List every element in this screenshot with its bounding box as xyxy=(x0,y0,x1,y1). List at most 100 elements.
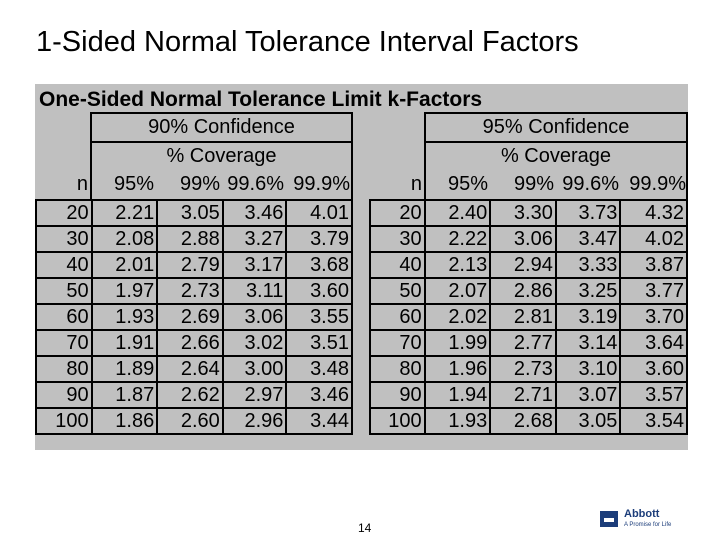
k-factor-cell-95: 1.93 xyxy=(90,303,159,331)
n-cell: 100 xyxy=(369,407,426,435)
n-cell: 30 xyxy=(369,225,426,253)
k-factor-cell-99-9: 3.51 xyxy=(285,329,353,357)
k-factor-cell-95: 1.94 xyxy=(423,381,492,409)
coverage-header-95-95: 95% xyxy=(447,173,488,195)
k-factor-cell-95: 2.40 xyxy=(423,199,492,227)
table-row: 80 1.96 2.73 3.10 3.60 xyxy=(369,355,688,383)
k-factor-cell-99-6: 3.07 xyxy=(554,381,622,409)
header-rule xyxy=(90,112,353,114)
k-factor-cell-99-6: 3.17 xyxy=(221,251,288,279)
abbott-logo: Abbott A Promise for Life xyxy=(598,506,708,536)
k-factor-cell-95: 2.07 xyxy=(423,277,492,305)
k-factor-cell-99-9: 3.48 xyxy=(285,355,353,383)
table-row: 50 1.97 2.73 3.11 3.60 xyxy=(35,277,353,305)
k-factor-table-95: 20 2.40 3.30 3.73 4.32 30 2.22 3.06 3.47 4.02 40 2.… xyxy=(369,199,688,435)
k-factor-cell-99: 2.68 xyxy=(489,407,557,435)
coverage-label-95: % Coverage xyxy=(500,145,612,167)
header-rule xyxy=(424,112,688,114)
header-divider xyxy=(424,112,426,199)
k-factor-cell-99: 2.60 xyxy=(156,407,224,435)
k-factor-table-90: 20 2.21 3.05 3.46 4.01 30 2.08 2.88 3.27 3.79 40 2.… xyxy=(35,199,353,435)
k-factor-cell-99-6: 3.19 xyxy=(554,303,622,331)
table-row: 90 1.87 2.62 2.97 3.46 xyxy=(35,381,353,409)
k-factor-cell-95: 1.91 xyxy=(90,329,159,357)
k-factor-cell-95: 2.02 xyxy=(423,303,492,331)
coverage-header-90-99-9: 99.9% xyxy=(293,173,350,195)
n-cell: 20 xyxy=(35,199,93,227)
coverage-header-90-95: 95% xyxy=(113,173,154,195)
table-row: 100 1.93 2.68 3.05 3.54 xyxy=(369,407,688,435)
table-row: 20 2.21 3.05 3.46 4.01 xyxy=(35,199,353,227)
table-row: 100 1.86 2.60 2.96 3.44 xyxy=(35,407,353,435)
n-header-95: n xyxy=(410,173,422,195)
k-factor-cell-99-6: 2.97 xyxy=(221,381,288,409)
k-factor-cell-99-9: 3.68 xyxy=(285,251,353,279)
header-divider xyxy=(686,112,688,199)
k-factor-cell-99-9: 3.87 xyxy=(619,251,688,279)
k-factor-cell-99: 3.05 xyxy=(156,199,224,227)
coverage-header-95-99-9: 99.9% xyxy=(629,173,686,195)
k-factor-cell-99: 2.77 xyxy=(489,329,557,357)
slide-title: 1-Sided Normal Tolerance Interval Factor… xyxy=(36,26,579,58)
k-factor-cell-99-9: 3.70 xyxy=(619,303,688,331)
n-cell: 80 xyxy=(35,355,93,383)
k-factor-cell-95: 1.89 xyxy=(90,355,159,383)
k-factor-cell-99-9: 3.60 xyxy=(619,355,688,383)
coverage-header-90-99-6: 99.6% xyxy=(227,173,284,195)
table-row: 40 2.13 2.94 3.33 3.87 xyxy=(369,251,688,279)
k-factor-cell-99-9: 3.55 xyxy=(285,303,353,331)
table-row: 20 2.40 3.30 3.73 4.32 xyxy=(369,199,688,227)
k-factor-cell-99-6: 3.46 xyxy=(221,199,288,227)
n-cell: 80 xyxy=(369,355,426,383)
k-factor-cell-99-6: 3.11 xyxy=(221,277,288,305)
k-factor-cell-99-6: 3.47 xyxy=(554,225,622,253)
confidence-label-95: 95% Confidence xyxy=(482,116,630,138)
k-factor-cell-99-6: 3.14 xyxy=(554,329,622,357)
k-factor-cell-99: 2.71 xyxy=(489,381,557,409)
k-factor-cell-99-6: 3.73 xyxy=(554,199,622,227)
n-cell: 30 xyxy=(35,225,93,253)
header-divider xyxy=(351,112,353,199)
coverage-header-95-99-6: 99.6% xyxy=(562,173,619,195)
k-factor-cell-95: 2.01 xyxy=(90,251,159,279)
k-factor-cell-99: 2.66 xyxy=(156,329,224,357)
k-factor-cell-99-6: 3.27 xyxy=(221,225,288,253)
k-factor-cell-99: 2.94 xyxy=(489,251,557,279)
k-factor-cell-99-6: 3.00 xyxy=(221,355,288,383)
table-title: One-Sided Normal Tolerance Limit k-Facto… xyxy=(39,88,483,111)
table-row: 30 2.08 2.88 3.27 3.79 xyxy=(35,225,353,253)
n-cell: 50 xyxy=(369,277,426,305)
k-factor-cell-99-6: 3.25 xyxy=(554,277,622,305)
table-row: 60 1.93 2.69 3.06 3.55 xyxy=(35,303,353,331)
k-factor-cell-99-6: 3.33 xyxy=(554,251,622,279)
k-factor-cell-99-9: 3.46 xyxy=(285,381,353,409)
header-rule xyxy=(90,141,353,143)
k-factor-cell-99-6: 3.06 xyxy=(221,303,288,331)
k-factor-cell-99-9: 4.01 xyxy=(285,199,353,227)
k-factor-cell-99: 2.79 xyxy=(156,251,224,279)
k-factor-cell-99-6: 3.10 xyxy=(554,355,622,383)
coverage-label-90: % Coverage xyxy=(166,145,277,167)
k-factor-cell-95: 2.13 xyxy=(423,251,492,279)
abbott-logo-icon xyxy=(600,511,618,527)
k-factor-cell-99: 2.73 xyxy=(489,355,557,383)
n-cell: 60 xyxy=(35,303,93,331)
k-factor-cell-99-9: 3.44 xyxy=(285,407,353,435)
coverage-header-95-99: 99% xyxy=(513,173,554,195)
n-cell: 50 xyxy=(35,277,93,305)
table-row: 40 2.01 2.79 3.17 3.68 xyxy=(35,251,353,279)
n-cell: 20 xyxy=(369,199,426,227)
k-factor-cell-99-9: 3.64 xyxy=(619,329,688,357)
n-cell: 90 xyxy=(35,381,93,409)
k-factor-cell-99-9: 3.79 xyxy=(285,225,353,253)
table-row: 30 2.22 3.06 3.47 4.02 xyxy=(369,225,688,253)
confidence-label-90: 90% Confidence xyxy=(148,116,295,138)
table-row: 80 1.89 2.64 3.00 3.48 xyxy=(35,355,353,383)
table-row: 60 2.02 2.81 3.19 3.70 xyxy=(369,303,688,331)
k-factor-cell-99: 2.64 xyxy=(156,355,224,383)
n-header-90: n xyxy=(76,173,88,195)
header-rule xyxy=(424,141,688,143)
k-factor-cell-95: 2.22 xyxy=(423,225,492,253)
n-cell: 70 xyxy=(35,329,93,357)
n-cell: 90 xyxy=(369,381,426,409)
